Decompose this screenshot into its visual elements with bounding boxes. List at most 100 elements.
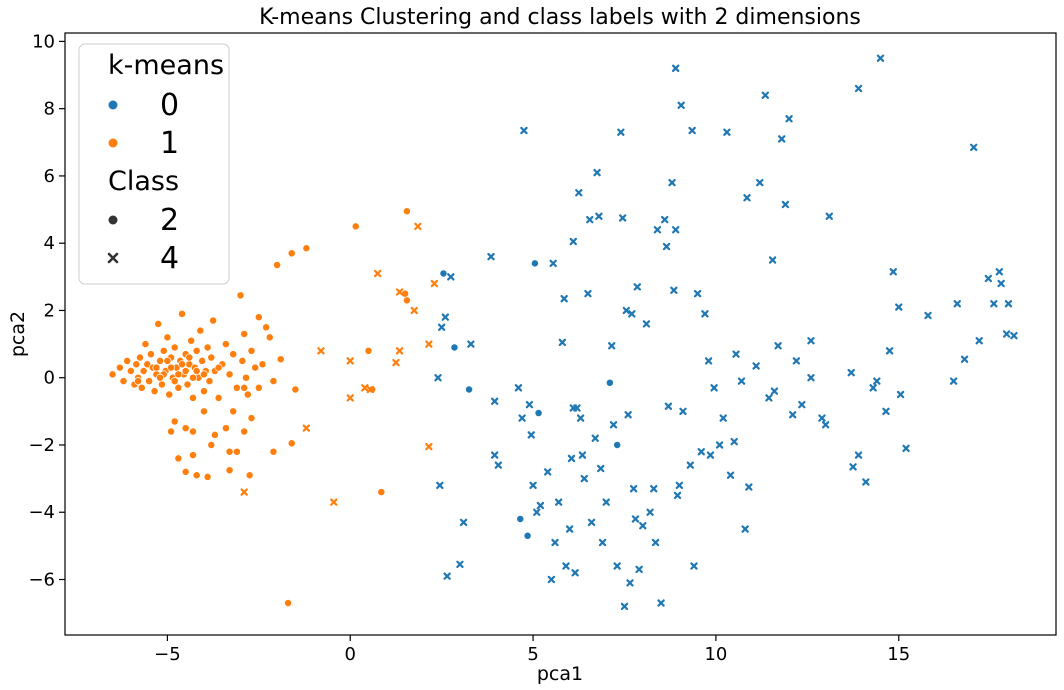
point-kmeans-1-class-2 [276,355,285,364]
point-kmeans-1-class-4 [410,306,418,315]
point-kmeans-1-class-2 [254,383,263,392]
point-kmeans-0-class-4 [597,464,605,473]
point-kmeans-1-class-2 [214,393,223,402]
point-kmeans-0-class-2 [530,259,539,268]
point-kmeans-0-class-4 [569,237,577,246]
point-kmeans-0-class-4 [807,337,815,345]
point-kmeans-0-class-4 [487,252,495,261]
point-kmeans-1-class-4 [392,358,400,367]
point-kmeans-1-class-2 [154,319,163,328]
point-kmeans-0-class-4 [558,338,567,347]
point-kmeans-1-class-2 [232,383,241,392]
point-kmeans-0-class-4 [443,572,451,580]
point-kmeans-1-class-2 [254,313,263,322]
x-tick-label: 5 [527,644,538,665]
y-tick-label: 2 [44,300,55,321]
point-kmeans-1-class-4 [240,488,248,496]
point-kmeans-1-class-2 [238,356,247,365]
point-kmeans-1-class-2 [207,353,216,362]
point-kmeans-1-class-2 [145,377,154,386]
point-kmeans-0-class-4 [514,384,523,392]
point-kmeans-0-class-4 [730,437,738,446]
point-kmeans-0-class-4 [633,283,641,291]
point-kmeans-0-class-4 [869,384,877,392]
point-kmeans-1-class-4 [317,347,325,355]
point-kmeans-1-class-2 [108,370,117,379]
point-kmeans-1-class-2 [273,261,282,270]
point-kmeans-0-class-4 [626,579,634,587]
point-kmeans-0-class-4 [613,562,621,570]
point-kmeans-0-class-4 [723,128,731,136]
point-kmeans-1-class-4 [346,394,354,402]
point-kmeans-0-class-4 [849,463,857,471]
point-kmeans-1-class-2 [165,390,174,399]
point-kmeans-1-class-2 [262,323,271,332]
point-kmeans-1-class-2 [205,377,214,386]
point-kmeans-1-class-4 [425,442,433,451]
point-kmeans-1-class-2 [115,363,124,372]
point-kmeans-0-class-4 [562,562,570,570]
point-kmeans-1-class-4 [346,357,354,365]
point-kmeans-0-class-4 [598,538,607,547]
legend-hue-title: k-means [108,50,224,81]
point-kmeans-0-class-4 [675,481,684,490]
point-kmeans-0-class-4 [984,274,993,283]
point-kmeans-1-class-2 [170,377,179,386]
point-kmeans-0-class-4 [960,355,969,363]
point-kmeans-1-class-2 [132,360,141,369]
point-kmeans-1-class-2 [269,377,278,386]
point-kmeans-1-class-2 [402,207,411,216]
point-kmeans-0-class-4 [997,279,1005,288]
y-tick-label: −4 [28,502,55,523]
point-kmeans-1-class-2 [174,454,183,463]
point-kmeans-1-class-2 [284,599,293,608]
point-kmeans-0-class-4 [789,411,797,419]
point-kmeans-1-class-2 [150,387,159,396]
point-kmeans-1-class-2 [221,424,230,433]
y-tick-label: −2 [28,435,55,456]
point-kmeans-1-class-2 [163,333,172,342]
point-kmeans-0-class-4 [741,525,749,533]
point-kmeans-0-class-4 [825,212,833,220]
point-kmeans-1-class-4 [366,385,375,394]
point-kmeans-0-class-4 [949,377,958,385]
point-kmeans-0-class-4 [778,135,786,143]
point-kmeans-0-class-4 [671,64,680,73]
point-kmeans-1-class-2 [134,377,143,386]
point-kmeans-0-class-4 [441,313,450,321]
point-kmeans-1-class-4 [430,279,439,288]
point-kmeans-1-class-2 [189,393,197,402]
point-kmeans-0-class-4 [882,407,890,416]
legend-class-4-marker [107,252,119,264]
point-kmeans-0-class-4 [527,431,535,439]
point-kmeans-1-class-2 [240,427,249,436]
point-kmeans-1-class-2 [232,447,241,456]
point-kmeans-0-class-4 [662,242,671,251]
point-kmeans-0-class-4 [895,303,903,311]
point-kmeans-0-class-4 [549,259,557,268]
point-kmeans-0-class-4 [467,340,475,348]
point-kmeans-0-class-4 [902,444,910,453]
point-kmeans-0-class-4 [437,323,446,331]
point-kmeans-0-class-4 [715,441,724,449]
point-kmeans-1-class-4 [414,222,422,231]
point-kmeans-0-class-4 [975,337,983,345]
point-kmeans-1-class-2 [167,427,175,436]
point-kmeans-0-class-4 [578,451,587,459]
point-kmeans-0-class-4 [456,560,464,569]
point-kmeans-1-class-2 [247,414,256,423]
point-kmeans-0-class-4 [547,575,556,584]
point-kmeans-1-class-4 [395,347,404,355]
point-kmeans-1-class-2 [245,471,254,480]
point-kmeans-1-class-4 [373,269,382,278]
point-kmeans-1-class-2 [192,367,201,375]
point-kmeans-0-class-4 [618,214,627,222]
point-kmeans-0-class-4 [670,286,678,294]
point-kmeans-0-class-4 [889,268,897,276]
x-tick-label: 10 [704,644,727,665]
point-kmeans-0-class-4 [768,256,777,264]
point-kmeans-1-class-2 [156,373,165,382]
point-kmeans-0-class-4 [726,471,735,479]
point-kmeans-0-class-2 [465,385,474,394]
